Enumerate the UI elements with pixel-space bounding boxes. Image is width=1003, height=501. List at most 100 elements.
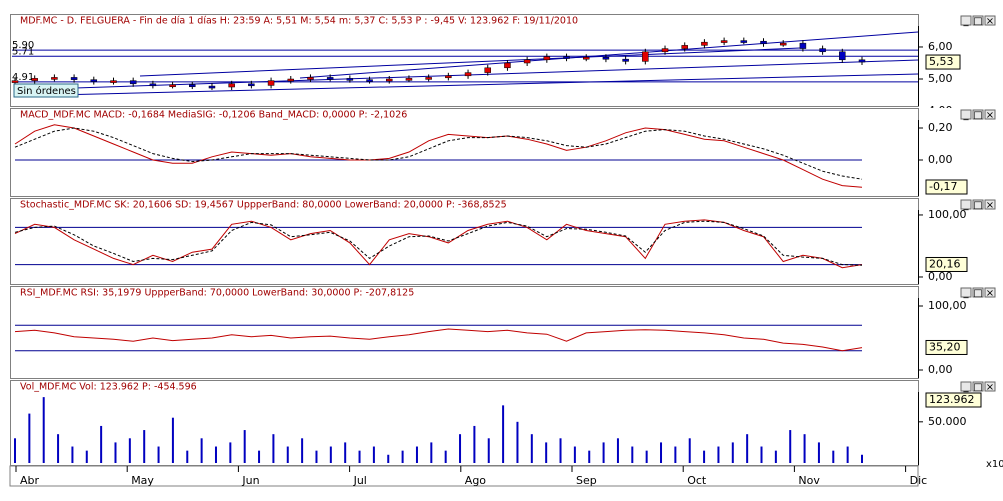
candle bbox=[31, 78, 38, 81]
volume-bar bbox=[516, 421, 519, 463]
candle bbox=[169, 84, 176, 88]
panel: Vol_MDF.MC Vol: 123.962 P: -454.596 _ □ × 50… bbox=[0, 380, 1003, 470]
candle bbox=[149, 83, 157, 87]
volume-bar bbox=[258, 450, 261, 463]
y-tick-label: 6,00 bbox=[928, 40, 953, 53]
window-button[interactable] bbox=[960, 199, 972, 210]
window-button-icon[interactable]: × bbox=[986, 110, 994, 121]
candle bbox=[405, 78, 413, 81]
y-tick-label: 0,20 bbox=[928, 121, 953, 134]
volume-bar bbox=[846, 446, 849, 463]
candle bbox=[760, 40, 767, 45]
volume-bar bbox=[746, 434, 749, 463]
window-button-icon[interactable]: □ bbox=[973, 382, 982, 393]
volume-bar bbox=[171, 417, 174, 463]
orders-button-label[interactable]: Sin órdenes bbox=[17, 85, 76, 97]
window-button[interactable] bbox=[972, 109, 984, 120]
volume-bar bbox=[602, 442, 605, 463]
window-button-icon[interactable]: □ bbox=[973, 288, 982, 299]
window-button[interactable] bbox=[984, 15, 996, 26]
volume-bar bbox=[229, 442, 232, 463]
window-button-icon[interactable]: × bbox=[986, 288, 994, 299]
candle bbox=[248, 83, 255, 87]
x-tick-label: May bbox=[131, 474, 154, 487]
volume-bar bbox=[444, 450, 447, 463]
window-button[interactable] bbox=[972, 381, 984, 392]
volume-bar bbox=[688, 438, 691, 463]
panel-header bbox=[11, 15, 918, 26]
window-button[interactable] bbox=[984, 109, 996, 120]
panel: MACD_MDF.MC MACD: -0,1684 MediaSIG: -0,1… bbox=[0, 108, 1003, 197]
window-button[interactable] bbox=[984, 199, 996, 210]
window-button[interactable] bbox=[960, 381, 972, 392]
candle bbox=[189, 84, 196, 88]
window-button-icon[interactable]: × bbox=[986, 16, 994, 27]
series-line bbox=[14, 124, 863, 188]
window-button-icon[interactable]: _ bbox=[963, 288, 970, 299]
window-button-icon[interactable]: × bbox=[986, 382, 994, 393]
volume-bar bbox=[789, 430, 792, 463]
series-line bbox=[14, 127, 863, 180]
window-button[interactable] bbox=[984, 287, 996, 298]
candle bbox=[720, 40, 728, 43]
window-button[interactable] bbox=[972, 287, 984, 298]
candle bbox=[622, 58, 629, 62]
window-button[interactable] bbox=[960, 15, 972, 26]
y-tick-label: 0,00 bbox=[928, 153, 953, 166]
last-value-box bbox=[925, 256, 968, 272]
window-button-icon[interactable]: □ bbox=[973, 16, 982, 27]
window-button-icon[interactable]: _ bbox=[963, 382, 970, 393]
volume-bar bbox=[401, 450, 404, 463]
trend-line bbox=[299, 31, 919, 79]
window-button[interactable] bbox=[972, 199, 984, 210]
candle bbox=[129, 80, 137, 85]
y-tick-label: 100,00 bbox=[928, 208, 967, 221]
volume-bar bbox=[588, 450, 591, 463]
y-tick-label: 0,00 bbox=[928, 270, 953, 283]
y-tick-label: 0,00 bbox=[928, 363, 953, 376]
candle bbox=[386, 78, 393, 82]
candle bbox=[445, 75, 452, 79]
window-button[interactable] bbox=[960, 287, 972, 298]
volume-bar bbox=[645, 450, 648, 463]
volume-bar bbox=[430, 442, 433, 463]
candle bbox=[701, 41, 708, 46]
window-button-icon[interactable]: _ bbox=[963, 200, 970, 211]
candle bbox=[563, 56, 570, 59]
window-button[interactable] bbox=[960, 109, 972, 120]
candle bbox=[51, 77, 58, 80]
last-value-box bbox=[925, 339, 968, 355]
x-tick-label: Jun bbox=[241, 474, 259, 487]
window-button[interactable] bbox=[972, 15, 984, 26]
volume-bar bbox=[114, 442, 117, 463]
window-button-icon[interactable]: × bbox=[986, 200, 994, 211]
window-button-icon[interactable]: □ bbox=[973, 110, 982, 121]
volume-bar bbox=[71, 446, 74, 463]
panel-header bbox=[11, 287, 918, 298]
orders-button[interactable] bbox=[13, 83, 79, 98]
candle bbox=[326, 77, 334, 80]
volume-bar bbox=[57, 434, 60, 463]
x-tick-label: Nov bbox=[798, 474, 820, 487]
panel-header bbox=[11, 381, 918, 392]
volume-bar bbox=[286, 446, 289, 463]
level-label: 4.91 bbox=[12, 72, 34, 83]
window-button[interactable] bbox=[984, 381, 996, 392]
candle bbox=[346, 78, 354, 81]
panel-bg bbox=[0, 14, 1003, 106]
window-button-icon[interactable]: □ bbox=[973, 200, 982, 211]
volume-bar bbox=[243, 430, 246, 463]
volume-bar bbox=[28, 413, 31, 463]
candle bbox=[70, 77, 78, 80]
volume-bar bbox=[329, 446, 332, 463]
window-button-icon[interactable]: _ bbox=[963, 110, 970, 121]
volume-bar bbox=[200, 438, 203, 463]
scale-note: x10 bbox=[986, 459, 1003, 470]
window-button-icon[interactable]: _ bbox=[963, 16, 970, 27]
candle bbox=[779, 42, 787, 46]
candle bbox=[425, 77, 432, 80]
volume-bar bbox=[731, 442, 734, 463]
volume-bar bbox=[415, 446, 418, 463]
volume-bar bbox=[387, 454, 390, 463]
